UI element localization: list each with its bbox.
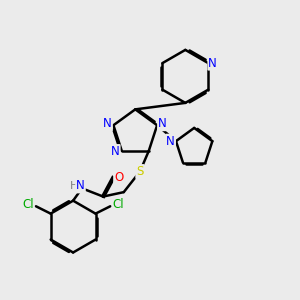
Text: O: O bbox=[114, 171, 123, 184]
Text: Cl: Cl bbox=[113, 198, 124, 211]
Text: Cl: Cl bbox=[22, 198, 34, 211]
Text: N: N bbox=[166, 135, 175, 148]
Text: N: N bbox=[208, 57, 217, 70]
Text: N: N bbox=[158, 117, 167, 130]
Text: N: N bbox=[111, 145, 120, 158]
Text: S: S bbox=[136, 165, 144, 178]
Text: N: N bbox=[103, 117, 112, 130]
Text: H: H bbox=[70, 181, 78, 191]
Text: N: N bbox=[76, 179, 85, 193]
